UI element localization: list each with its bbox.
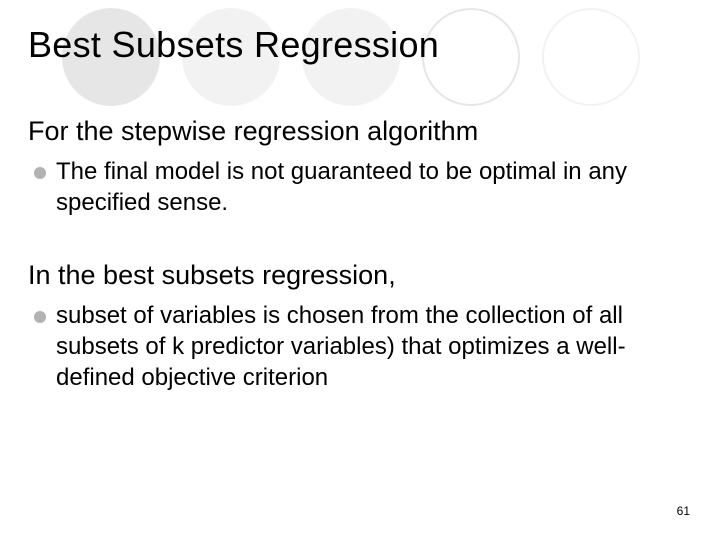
slide-title: Best Subsets Regression: [28, 26, 692, 64]
page-number: 61: [677, 504, 690, 518]
bullet-text-2: subset of variables is chosen from the c…: [56, 301, 676, 393]
bullet-text-1: The final model is not guaranteed to be …: [56, 157, 676, 218]
slide: Best Subsets Regression For the stepwise…: [0, 0, 720, 540]
bullet-marker: [34, 167, 46, 179]
section-heading-2: In the best subsets regression,: [28, 260, 692, 291]
section-1: For the stepwise regression algorithm Th…: [28, 116, 692, 218]
section-heading-1: For the stepwise regression algorithm: [28, 116, 692, 147]
section-2: In the best subsets regression, subset o…: [28, 260, 692, 393]
bullet-item-2: subset of variables is chosen from the c…: [34, 301, 692, 393]
bullet-item-1: The final model is not guaranteed to be …: [34, 157, 692, 218]
bullet-marker: [34, 311, 46, 323]
